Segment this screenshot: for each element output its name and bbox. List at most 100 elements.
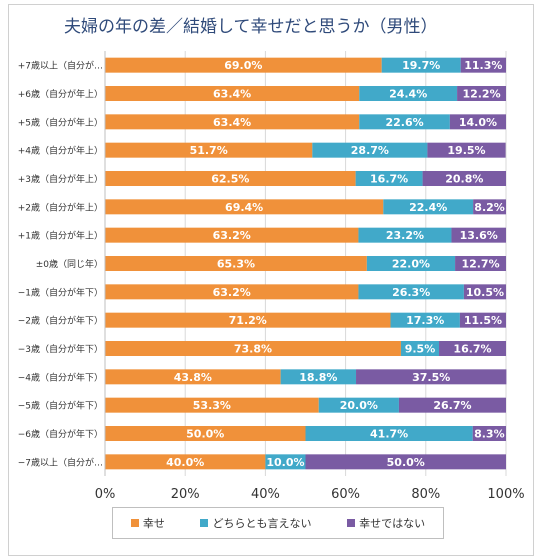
- legend-label-unhappy: 幸せではない: [359, 517, 426, 530]
- category-label: −5歳（自分が年下）: [18, 400, 103, 412]
- bar-segment: [305, 426, 473, 441]
- data-label: 40.0%: [166, 456, 204, 469]
- category-label: +7歳以上（自分が…: [18, 60, 103, 72]
- bar-segment: [358, 227, 452, 243]
- bar-segment: [359, 86, 458, 101]
- data-label: 13.6%: [460, 229, 498, 242]
- bar-segment: [105, 171, 356, 186]
- bar-segment: [105, 227, 359, 243]
- legend-item-unhappy: 幸せではない: [347, 515, 425, 531]
- data-label: 20.8%: [445, 173, 483, 186]
- data-label: 10.5%: [466, 286, 504, 299]
- category-label: −7歳以上（自分が…: [18, 456, 103, 468]
- data-label: 69.4%: [225, 201, 263, 214]
- data-label: 19.5%: [447, 144, 485, 157]
- bar-segment: [449, 114, 506, 130]
- legend-item-neutral: どちらとも言えない: [200, 515, 311, 531]
- bar-segment: [105, 369, 281, 385]
- data-label: 17.3%: [406, 314, 444, 327]
- data-label: 18.8%: [299, 371, 337, 384]
- data-label: 71.2%: [229, 314, 267, 327]
- data-label: 63.4%: [213, 116, 251, 129]
- bar-segment: [457, 86, 506, 101]
- data-label: 43.8%: [174, 371, 212, 384]
- data-label: 11.5%: [464, 314, 502, 327]
- data-label: 9.5%: [405, 343, 436, 356]
- chart-title: 夫婦の年の差／結婚して幸せだと思うか（男性）: [64, 17, 438, 37]
- category-label: −1歳（自分が年下）: [18, 286, 103, 298]
- bar-segment: [358, 284, 464, 300]
- data-label: 41.7%: [370, 428, 408, 441]
- bar-segment: [422, 171, 506, 186]
- data-label: 53.3%: [193, 399, 231, 412]
- category-label: +1歳（自分が年上）: [18, 230, 103, 242]
- legend-swatch-happy: [130, 519, 139, 527]
- data-label: 8.3%: [474, 428, 505, 441]
- legend: 幸せ どちらとも言えない 幸せではない: [112, 507, 444, 539]
- legend-label-happy: 幸せ: [142, 517, 165, 530]
- bar-segment: [427, 142, 506, 158]
- legend-item-happy: 幸せ: [130, 515, 165, 531]
- x-tick-label: 100%: [487, 487, 524, 502]
- bar-segment: [105, 341, 401, 356]
- bar-segment: [473, 199, 506, 215]
- data-label: 16.7%: [370, 173, 408, 186]
- data-label: 10.0%: [266, 456, 304, 469]
- bar-segment: [105, 284, 359, 300]
- bar-segment: [472, 426, 506, 441]
- bar-segment: [312, 142, 428, 158]
- category-label: +5歳（自分が年上）: [18, 116, 103, 128]
- data-label: 22.4%: [409, 201, 447, 214]
- data-label: 73.8%: [234, 343, 272, 356]
- bar-segment: [105, 199, 384, 215]
- bar-segment: [451, 227, 506, 243]
- data-label: 22.0%: [392, 258, 430, 271]
- bar-segment: [400, 341, 440, 356]
- category-label: −2歳（自分が年下）: [18, 315, 103, 327]
- data-label: 50.0%: [186, 428, 224, 441]
- data-label: 63.4%: [213, 88, 251, 101]
- legend-swatch-neutral: [200, 519, 209, 527]
- data-label: 28.7%: [351, 144, 389, 157]
- bar-segment: [105, 397, 319, 413]
- bar-segment: [398, 397, 506, 413]
- x-tick-label: 40%: [251, 487, 280, 502]
- data-label: 26.7%: [433, 399, 471, 412]
- bar-segment: [105, 114, 360, 130]
- bar-segment: [390, 312, 460, 328]
- legend-label-neutral: どちらとも言えない: [212, 517, 312, 530]
- bar-segment: [105, 57, 382, 73]
- category-label: ±0歳（同じ年）: [36, 258, 103, 270]
- bar-segment: [381, 57, 461, 73]
- category-label: −6歳（自分が年下）: [18, 428, 103, 440]
- x-tick-label: 60%: [331, 487, 360, 502]
- bar-segment: [105, 312, 391, 328]
- bar-segment: [383, 199, 474, 215]
- bar-segment: [105, 256, 367, 271]
- bar-segment: [305, 454, 506, 470]
- data-label: 16.7%: [453, 343, 491, 356]
- data-label: 26.3%: [392, 286, 430, 299]
- bar-segment: [105, 142, 313, 158]
- data-label: 14.0%: [459, 116, 497, 129]
- category-label: +4歳（自分が年上）: [18, 145, 103, 157]
- data-label: 12.2%: [462, 88, 500, 101]
- category-label: −4歳（自分が年下）: [18, 371, 103, 383]
- bar-segment: [318, 397, 399, 413]
- bar-segment: [366, 256, 456, 271]
- bar-segment: [105, 86, 360, 101]
- bar-segment: [439, 341, 506, 356]
- data-label: 22.6%: [385, 116, 423, 129]
- x-tick-label: 20%: [171, 487, 200, 502]
- bar-segment: [455, 256, 506, 271]
- data-label: 12.7%: [461, 258, 499, 271]
- legend-swatch-unhappy: [347, 519, 356, 527]
- data-label: 65.3%: [217, 258, 255, 271]
- category-label: +6歳（自分が年上）: [18, 88, 103, 100]
- data-label: 50.0%: [387, 456, 425, 469]
- category-label: −3歳（自分が年下）: [18, 343, 103, 355]
- data-label: 20.0%: [340, 399, 378, 412]
- data-label: 11.3%: [464, 59, 502, 72]
- data-label: 23.2%: [386, 229, 424, 242]
